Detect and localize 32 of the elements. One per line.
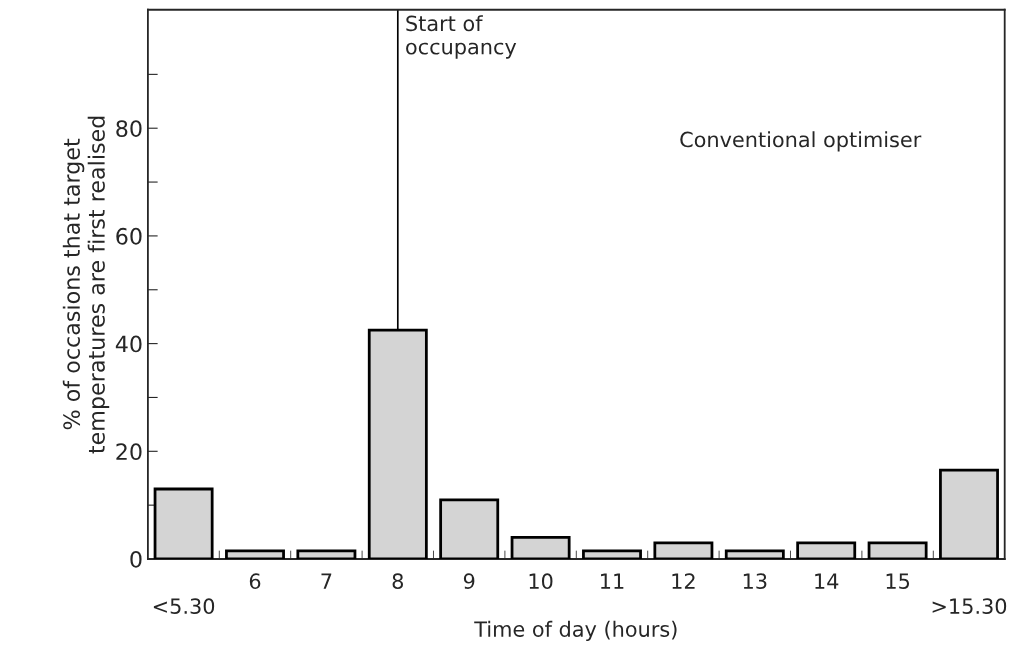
x-tick-label: 7	[321, 573, 332, 589]
bar	[225, 549, 285, 559]
bar	[724, 549, 785, 559]
bar	[939, 468, 999, 559]
x-axis-title: Time of day (hours)	[474, 620, 677, 641]
x-tick-label: 9	[463, 573, 475, 590]
x-tick-label: >15.30	[932, 598, 1007, 615]
bar	[439, 498, 500, 559]
x-tick-label: 13	[743, 573, 767, 590]
bar	[296, 549, 357, 559]
bar	[796, 541, 857, 559]
y-tick-label: 0	[130, 550, 142, 568]
x-tick-label: 6	[249, 573, 261, 590]
x-tick-label: <5.30	[153, 598, 215, 615]
bar	[153, 487, 214, 559]
y-tick-label: 60	[116, 227, 142, 245]
bar	[867, 541, 928, 559]
bar	[582, 549, 642, 559]
x-tick-label: 12	[672, 573, 695, 589]
y-tick-label: 80	[116, 120, 142, 137]
x-tick-label: 11	[601, 573, 624, 589]
ref-line-label: Start of occupancy	[406, 15, 517, 59]
x-tick-label: 15	[886, 573, 910, 590]
x-tick-label: 8	[392, 573, 403, 590]
bar	[653, 541, 714, 559]
y-tick-label: 20	[116, 443, 142, 461]
y-axis-title: % of occasions that target temperatures are first realised	[62, 116, 110, 454]
annotation: Conventional optimiser	[680, 131, 922, 152]
x-tick-label: 14	[815, 573, 839, 589]
x-tick-label: 10	[529, 573, 553, 590]
y-tick-label: 40	[115, 335, 142, 353]
bar	[510, 536, 571, 559]
